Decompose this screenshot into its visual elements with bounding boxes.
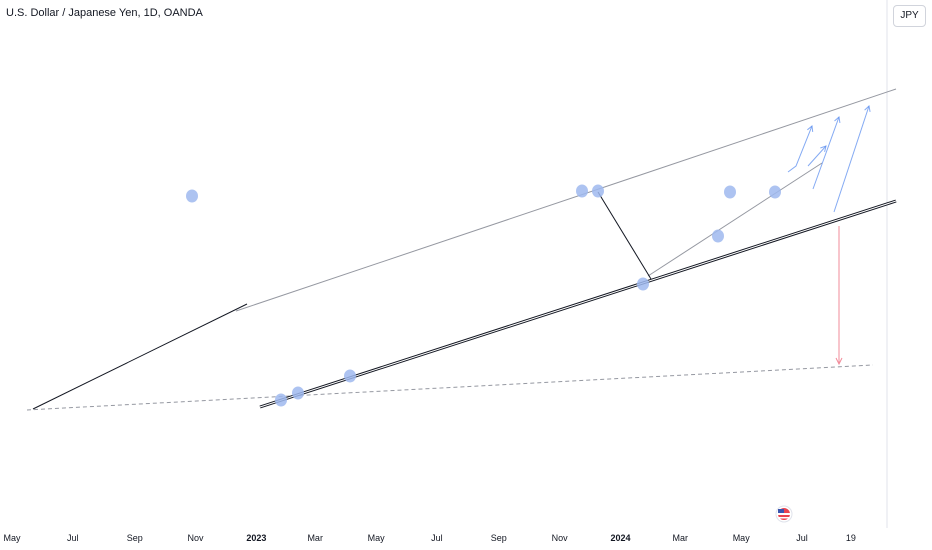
long-term-support-dashed xyxy=(26,364,874,411)
pivot-marker xyxy=(592,184,604,198)
projection-arrow-2 xyxy=(807,145,827,167)
drawings: If breakout xyxy=(26,88,897,411)
x-tick-label: Sep xyxy=(491,533,507,543)
currency-selector[interactable]: JPY xyxy=(893,5,926,27)
descent-line xyxy=(597,191,652,280)
x-tick-label: Nov xyxy=(552,533,569,543)
x-tick-label: 2024 xyxy=(610,533,630,543)
x-tick-label: Mar xyxy=(673,533,689,543)
x-tick-label: Jul xyxy=(796,533,808,543)
x-tick-label: 19 xyxy=(846,533,856,543)
pivot-marker xyxy=(712,229,724,243)
projection-arrow-1-head xyxy=(807,125,814,133)
pivot-marker xyxy=(292,386,304,400)
pivot-marker xyxy=(576,184,588,198)
pivot-marker xyxy=(275,393,287,407)
x-tick-label: Jul xyxy=(67,533,79,543)
x-tick-label: Nov xyxy=(187,533,204,543)
pivot-marker xyxy=(186,189,198,203)
x-tick-label: May xyxy=(733,533,751,543)
projection-arrow-3-head xyxy=(834,116,841,124)
x-tick-label: May xyxy=(3,533,21,543)
projection-arrow-4 xyxy=(833,105,870,213)
x-axis: May Jul Sep Nov 2023 Mar May Jul Sep Nov 2024 Mar Ma… xyxy=(3,533,855,543)
x-tick-label: Sep xyxy=(127,533,143,543)
channel-upper xyxy=(235,88,897,312)
pivot-marker xyxy=(637,277,649,291)
projection-arrow-4-head xyxy=(864,105,871,112)
projection-arrow-3 xyxy=(812,116,840,190)
x-tick-label: May xyxy=(368,533,386,543)
pivot-marker xyxy=(344,369,356,383)
projection-arrow-2-head xyxy=(820,145,827,152)
x-tick-label: 2023 xyxy=(246,533,266,543)
chart-title: U.S. Dollar / Japanese Yen, 1D, OANDA xyxy=(6,7,203,19)
channel-lower-inner xyxy=(259,200,897,408)
pivot-marker xyxy=(769,185,781,199)
breakout-arrow-head xyxy=(835,357,843,366)
x-tick-label: Mar xyxy=(307,533,323,543)
flag-icon[interactable] xyxy=(775,505,793,523)
x-tick-label: Jul xyxy=(431,533,443,543)
pivot-marker xyxy=(724,185,736,199)
inner-support xyxy=(647,162,823,277)
trendline-2022 xyxy=(32,303,248,410)
projection-arrow-1 xyxy=(787,125,813,173)
